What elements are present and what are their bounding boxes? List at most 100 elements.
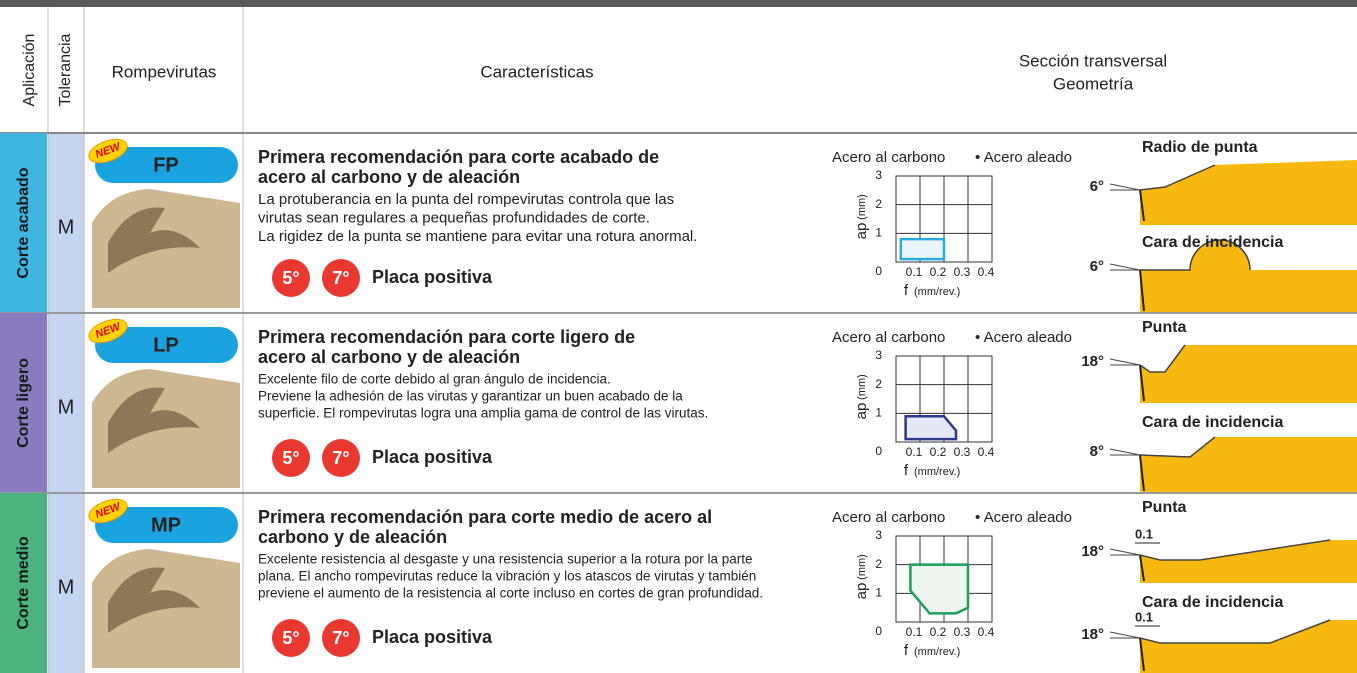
cross-section <box>1140 345 1357 403</box>
angle-badge <box>322 619 360 657</box>
new-badge <box>88 318 128 344</box>
y-tick-label: 2 <box>875 197 882 211</box>
y-axis-unit: (mm) <box>856 554 868 580</box>
flank-edge <box>1139 269 1145 312</box>
y-tick-label: 0 <box>875 444 882 458</box>
application-cell <box>0 493 47 673</box>
geometry-label: Radio de punta <box>1142 139 1258 156</box>
header-features: Características <box>480 62 593 81</box>
feature-title: acero al carbono y de aleación <box>258 347 520 367</box>
feature-description: Excelente filo de corte debido al gran á… <box>258 372 611 387</box>
angle-line <box>1109 263 1141 271</box>
flank-edge <box>1139 454 1145 492</box>
cross-section-edge <box>1139 436 1216 458</box>
y-tick-label: 3 <box>875 528 882 542</box>
geometry-dimension: 0.1 <box>1135 526 1153 541</box>
angle-badge <box>272 619 310 657</box>
y-axis-unit: (mm) <box>856 374 868 400</box>
feature-description: La rigidez de la punta se mantiene para … <box>258 228 697 245</box>
header-geometry: Geometría <box>1053 74 1134 93</box>
header-tolerance: Tolerancia <box>57 33 74 106</box>
chart-legend: • Acero aleado <box>975 509 1072 526</box>
geometry-label: Punta <box>1142 499 1187 516</box>
top-bar <box>0 0 1357 7</box>
chart-legend: • Acero aleado <box>975 329 1072 346</box>
x-axis-unit: (mm/rev.) <box>914 466 960 478</box>
x-tick-label: 0.4 <box>978 445 995 459</box>
application-cell <box>0 133 47 313</box>
chipbreaker-pill <box>95 507 238 543</box>
geometry-angle: 6° <box>1090 258 1104 275</box>
angle-line <box>1109 448 1141 456</box>
feature-description: plana. El ancho rompevirutas reduce la v… <box>258 569 756 584</box>
new-badge <box>88 498 128 524</box>
cross-section <box>1140 160 1357 225</box>
y-tick-label: 3 <box>875 168 882 182</box>
x-tick-label: 0.3 <box>954 265 971 279</box>
x-tick-label: 0.4 <box>978 625 995 639</box>
angle-line <box>1109 631 1141 639</box>
y-tick-label: 3 <box>875 348 882 362</box>
cross-section-edge <box>1139 164 1216 191</box>
plot-frame <box>895 535 993 623</box>
angle-badge <box>272 439 310 477</box>
tolerance: M <box>58 216 75 238</box>
chart-legend: Acero al carbono <box>832 329 945 346</box>
x-axis-unit: (mm/rev.) <box>914 286 960 298</box>
angle-line <box>1109 183 1141 191</box>
application-region <box>904 414 958 441</box>
geometry-angle: 8° <box>1090 443 1104 460</box>
angle-badge-text: 5° <box>282 628 299 648</box>
insert-type: Placa positiva <box>372 267 493 287</box>
application-region <box>899 237 946 261</box>
angle-badge-text: 5° <box>282 448 299 468</box>
cross-section <box>1140 620 1357 673</box>
geometry-label: Cara de incidencia <box>1142 414 1283 431</box>
chart-legend: Acero al carbono <box>832 509 945 526</box>
header-section: Sección transversal <box>1019 51 1167 70</box>
angle-badge <box>322 439 360 477</box>
feature-title: acero al carbono y de aleación <box>258 167 520 187</box>
y-tick-label: 0 <box>875 624 882 638</box>
x-axis-label: f <box>904 462 909 479</box>
geometry-angle: 6° <box>1090 178 1104 195</box>
feature-title: Primera recomendación para corte ligero … <box>258 327 635 347</box>
chart-legend: • Acero aleado <box>975 149 1072 166</box>
y-tick-label: 1 <box>875 226 882 240</box>
cross-section <box>1140 437 1357 493</box>
new-badge <box>88 138 128 164</box>
y-axis-label: ap <box>853 403 870 420</box>
application-label: Corte medio <box>15 536 32 630</box>
x-tick-label: 0.4 <box>978 265 995 279</box>
x-tick-label: 0.2 <box>930 445 947 459</box>
angle-badge-text: 5° <box>282 268 299 288</box>
geometry-label: Cara de incidencia <box>1142 234 1283 251</box>
angle-badge <box>322 259 360 297</box>
x-tick-label: 0.3 <box>954 625 971 639</box>
application-cell <box>0 313 47 493</box>
y-tick-label: 2 <box>875 557 882 571</box>
feature-title: Primera recomendación para corte medio d… <box>258 507 712 527</box>
angle-badge-text: 7° <box>332 628 349 648</box>
y-axis-unit: (mm) <box>856 194 868 220</box>
tolerance-column <box>48 133 84 673</box>
y-tick-label: 2 <box>875 377 882 391</box>
x-tick-label: 0.1 <box>906 625 923 639</box>
flank-edge <box>1139 189 1145 222</box>
chart-legend: Acero al carbono <box>832 149 945 166</box>
insert-type: Placa positiva <box>372 627 493 647</box>
insert-groove <box>108 567 200 633</box>
geometry-angle: 18° <box>1081 543 1104 560</box>
chipbreaker-pill <box>95 147 238 183</box>
insert-type: Placa positiva <box>372 447 493 467</box>
feature-title: carbono y de aleación <box>258 527 447 547</box>
angle-badge-text: 7° <box>332 268 349 288</box>
x-tick-label: 0.1 <box>906 265 923 279</box>
flank-edge <box>1139 364 1145 402</box>
angle-line <box>1109 358 1141 366</box>
plot-frame <box>895 175 993 263</box>
y-axis-label: ap <box>853 583 870 600</box>
x-tick-label: 0.2 <box>930 625 947 639</box>
insert-groove <box>108 387 200 453</box>
